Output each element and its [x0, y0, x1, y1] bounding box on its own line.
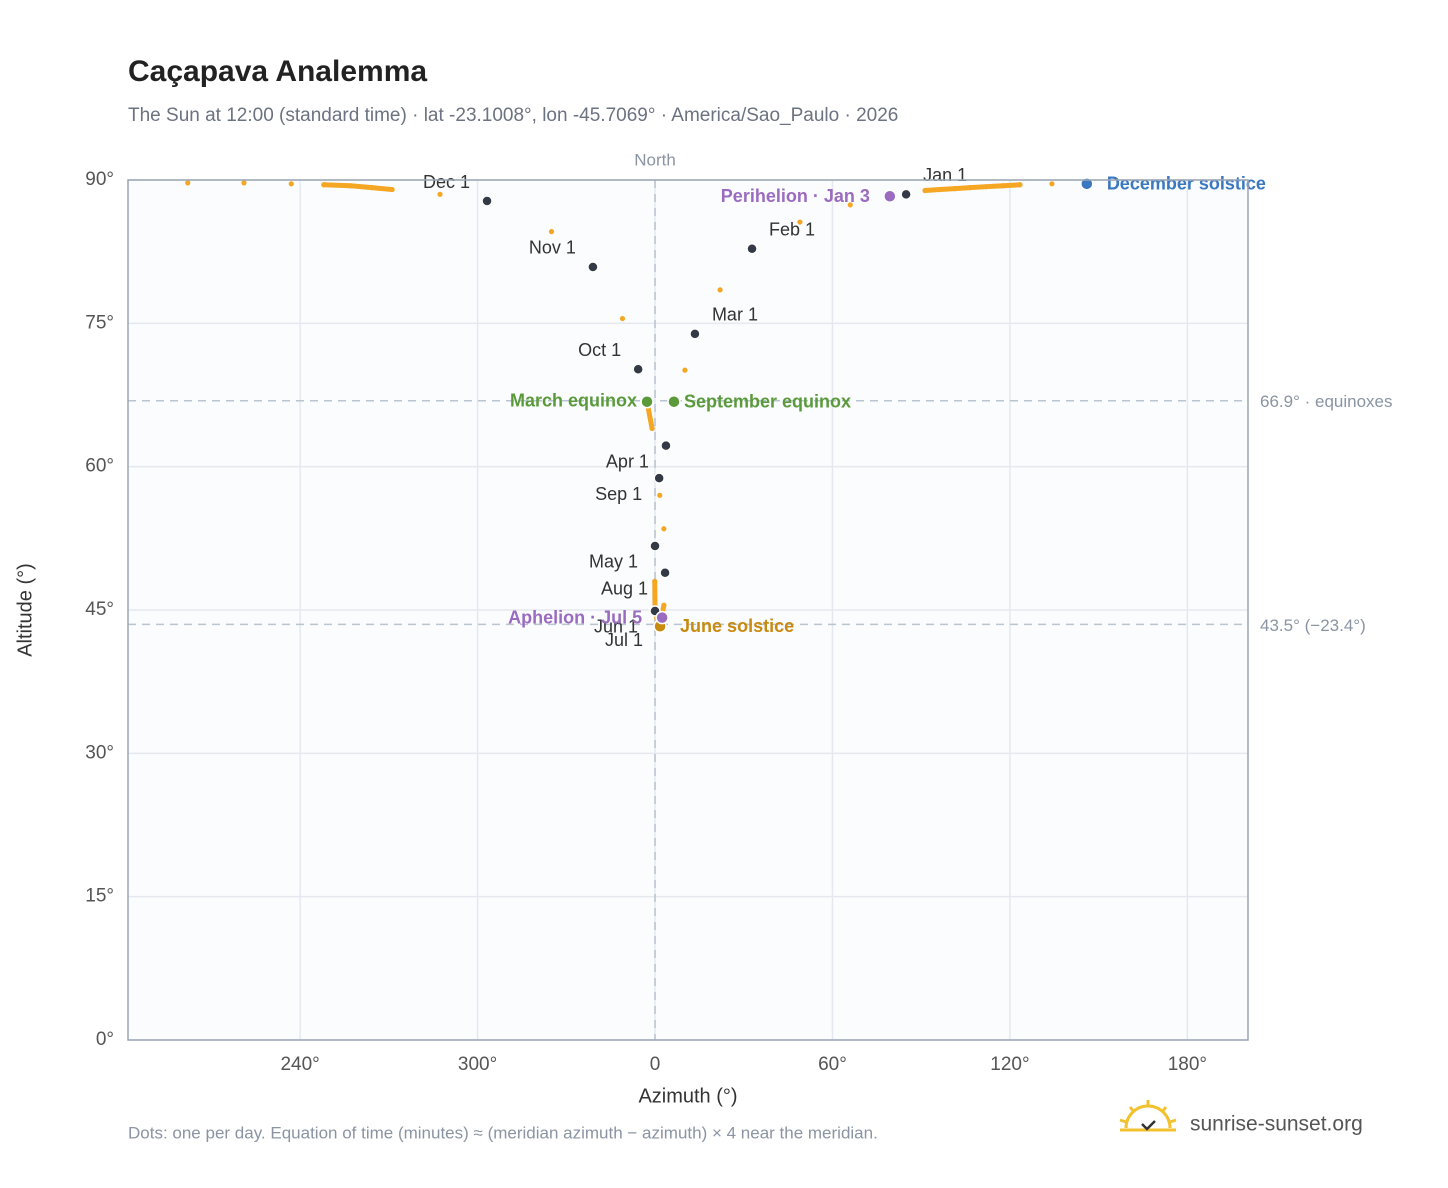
month-marker: [659, 566, 671, 579]
event-label: September equinox: [684, 391, 851, 411]
y-tick-label: 0°: [96, 1029, 114, 1050]
month-marker: [632, 363, 644, 375]
day-dot: [347, 183, 354, 189]
x-axis-title: Azimuth (°): [638, 1085, 737, 1107]
event-label: June solstice: [680, 616, 794, 636]
day-dot: [241, 180, 247, 186]
y-tick-label: 60°: [85, 456, 114, 477]
day-dot: [369, 185, 375, 191]
reference-label: 66.9° · equinoxes: [1260, 392, 1393, 411]
day-dot: [661, 602, 667, 608]
month-marker: [900, 188, 912, 201]
day-dot: [649, 425, 655, 432]
day-dot: [548, 229, 555, 235]
month-label: Apr 1: [606, 451, 649, 471]
month-label: Jan 1: [923, 165, 967, 185]
chart-title: Caçapava Analemma: [128, 55, 427, 88]
month-marker: [746, 243, 758, 255]
day-dot: [937, 186, 943, 193]
month-marker: [587, 261, 599, 273]
y-tick-label: 45°: [85, 599, 114, 620]
day-dot: [1017, 182, 1023, 188]
x-tick-label: 120°: [990, 1054, 1029, 1075]
day-dot: [952, 186, 958, 192]
event-marker: [667, 394, 681, 409]
x-tick-label: 60°: [818, 1054, 847, 1075]
brand-text: sunrise-sunset.org: [1190, 1113, 1363, 1136]
meridian-label: North: [634, 150, 676, 169]
month-label: May 1: [589, 552, 638, 572]
month-label: Feb 1: [769, 220, 815, 240]
day-dot: [682, 367, 688, 373]
day-dot: [437, 191, 443, 197]
month-marker: [660, 439, 672, 452]
event-label: December solstice: [1107, 174, 1266, 194]
brand-logo: [1119, 1100, 1177, 1132]
plot-border: [127, 179, 1249, 1041]
day-dot: [922, 187, 928, 194]
day-dot: [847, 202, 853, 208]
event-label: Aphelion · Jul 5: [508, 607, 642, 627]
event-marker: [640, 394, 654, 409]
x-tick-label: 300°: [458, 1054, 497, 1075]
month-marker: [649, 540, 661, 552]
day-dot: [661, 526, 667, 532]
month-label: Dec 1: [423, 172, 470, 192]
day-dot: [797, 219, 803, 225]
day-dot: [1049, 181, 1055, 187]
month-label: Mar 1: [712, 305, 758, 325]
month-label: Sep 1: [595, 484, 642, 504]
analemma-line: [321, 182, 395, 193]
month-label: Jun 1: [594, 617, 638, 637]
y-tick-label: 30°: [85, 742, 114, 763]
event-marker: [655, 610, 669, 625]
month-label: Aug 1: [601, 578, 648, 598]
reference-label: 43.5° (−23.4°): [1260, 616, 1366, 635]
day-dot: [652, 578, 658, 584]
event-label: March equinox: [510, 390, 637, 410]
chart-subtitle: The Sun at 12:00 (standard time) · lat -…: [128, 105, 898, 126]
day-dot: [967, 185, 973, 191]
month-marker: [481, 195, 493, 207]
event-marker: [1080, 177, 1094, 191]
month-marker: [653, 472, 665, 484]
day-dot: [717, 287, 723, 293]
footnote: Dots: one per day. Equation of time (min…: [128, 1123, 878, 1142]
event-label: Perihelion · Jan 3: [721, 186, 870, 206]
y-axis-title: Altitude (°): [14, 563, 36, 657]
y-tick-label: 90°: [85, 169, 114, 190]
month-marker: [689, 328, 701, 340]
x-tick-label: 240°: [280, 1054, 319, 1075]
day-dot: [288, 181, 294, 187]
day-dot: [619, 315, 626, 322]
day-dot: [321, 182, 327, 188]
day-dot: [389, 186, 395, 193]
day-dot: [185, 180, 191, 186]
y-tick-label: 75°: [85, 312, 114, 333]
month-label: Oct 1: [578, 340, 621, 360]
x-tick-label: 180°: [1168, 1054, 1207, 1075]
month-label: Jul 1: [605, 630, 643, 650]
day-dot: [1000, 183, 1006, 189]
month-label: Nov 1: [529, 238, 576, 258]
event-marker: [883, 189, 897, 203]
day-dot: [657, 492, 663, 498]
x-tick-label: 0: [650, 1054, 661, 1075]
y-tick-label: 15°: [85, 886, 114, 907]
day-dot: [983, 184, 989, 190]
